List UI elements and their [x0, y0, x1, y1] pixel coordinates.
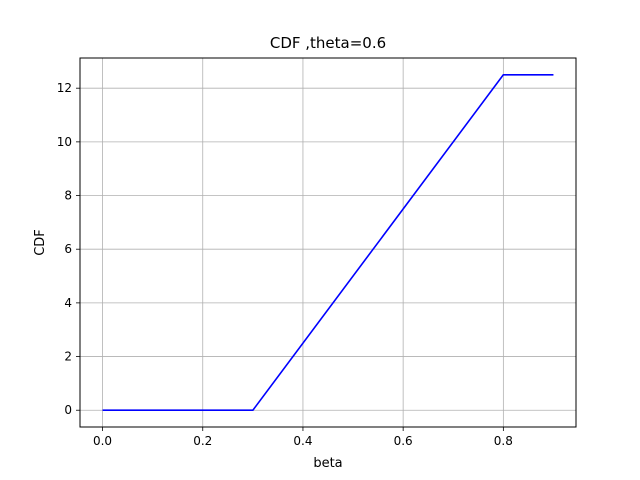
chart-title: CDF ,theta=0.6 [270, 34, 386, 52]
y-tick-label: 10 [57, 135, 72, 149]
ticks: 0.0 0.2 0.4 0.6 0.8 0 2 4 6 8 10 12 [57, 81, 513, 448]
x-axis-label: beta [313, 456, 342, 471]
x-tick-label: 0.2 [193, 434, 212, 448]
series-layer [102, 73, 554, 412]
x-tick-label: 0.0 [93, 434, 112, 448]
y-axis-label: CDF [33, 229, 48, 256]
x-tick-label: 0.8 [494, 434, 513, 448]
y-tick-label: 6 [64, 242, 72, 256]
x-tick-label: 0.4 [293, 434, 312, 448]
y-tick-label: 4 [64, 296, 72, 310]
series-line [102, 73, 554, 412]
y-tick-label: 0 [64, 403, 72, 417]
plot-frame [79, 57, 577, 428]
y-tick-label: 12 [57, 81, 72, 95]
y-tick-label: 2 [64, 350, 72, 364]
x-tick-label: 0.6 [394, 434, 413, 448]
y-tick-label: 8 [64, 189, 72, 203]
